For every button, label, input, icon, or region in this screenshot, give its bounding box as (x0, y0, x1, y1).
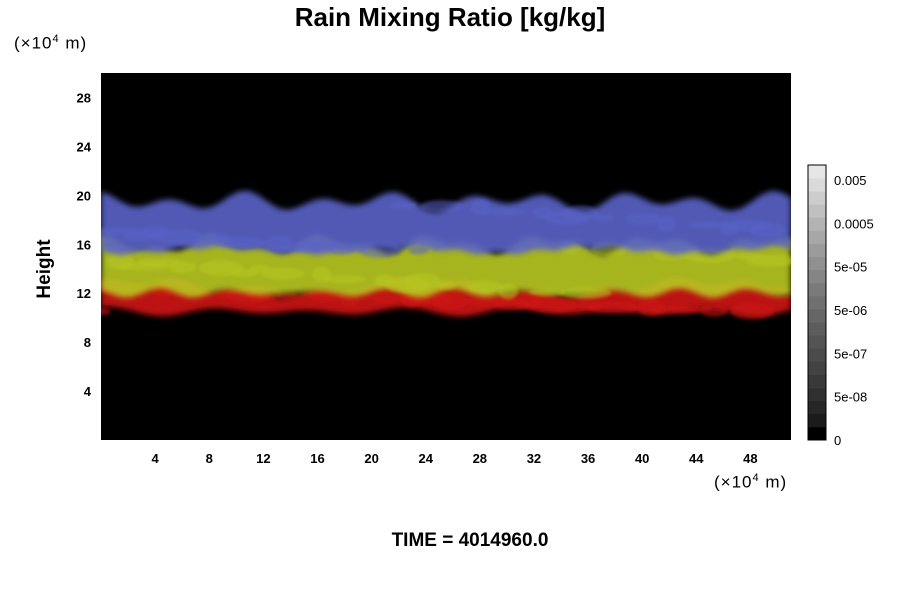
time-label: TIME = 4014960.0 (391, 530, 549, 551)
rain-layer-texture (117, 262, 170, 271)
colorbar-swatch (808, 295, 826, 310)
colorbar-swatch (808, 217, 826, 231)
rain-layer-texture (370, 294, 407, 303)
colorbar-swatch (808, 165, 826, 179)
rain-layer-texture (357, 241, 402, 258)
x-tick-label: 32 (527, 451, 541, 466)
x-tick-label: 28 (473, 451, 487, 466)
rain-layer-texture (230, 268, 259, 277)
colorbar-swatch (808, 361, 826, 375)
y-tick-label: 24 (77, 139, 92, 154)
x-tick-label: 24 (418, 451, 433, 466)
colorbar-swatch (808, 309, 826, 323)
y-tick-label: 8 (84, 335, 91, 350)
rain-layer-texture (327, 242, 356, 255)
colorbar-swatch (808, 269, 826, 284)
colorbar-swatch (808, 230, 826, 244)
colorbar-swatch (808, 400, 826, 415)
chart-title: Rain Mixing Ratio [kg/kg] (294, 2, 606, 32)
rain-layer-texture (481, 207, 526, 216)
rain-layer-texture (687, 220, 724, 229)
colorbar-tick-label: 5e-08 (834, 390, 867, 405)
colorbar-tick-label: 0.0005 (834, 216, 874, 231)
rain-layer-texture (718, 223, 739, 236)
y-tick-label: 20 (77, 188, 91, 203)
colorbar-swatch (808, 204, 826, 218)
rain-layer-texture (101, 307, 111, 316)
y-tick-label: 4 (84, 384, 92, 399)
rain-layer-texture (419, 200, 464, 213)
y-axis-unit: (×104 m) (14, 33, 88, 53)
colorbar-swatch (808, 178, 826, 192)
rain-layer-texture (408, 246, 429, 255)
rain-layer-texture (528, 288, 565, 297)
x-axis-unit: (×104 m) (714, 472, 788, 492)
y-tick-label: 12 (77, 286, 91, 301)
rain-layer-texture (524, 296, 577, 313)
rain-layer-texture (559, 286, 612, 299)
rain-layer-texture (745, 254, 791, 267)
rain-layer-texture (749, 222, 786, 239)
rain-layer-texture (498, 283, 519, 300)
x-tick-label: 8 (206, 451, 213, 466)
colorbar-tick-label: 5e-06 (834, 303, 867, 318)
rain-layer-texture (214, 236, 267, 249)
x-tick-label: 20 (364, 451, 378, 466)
rain-layer-texture (586, 301, 639, 314)
rain-layer-texture (389, 201, 418, 210)
colorbar-swatch (808, 282, 826, 297)
rain-layer-texture (152, 228, 205, 245)
rain-layer-texture (649, 306, 702, 315)
rain-layer-texture (323, 275, 368, 284)
colorbar-swatch (808, 335, 826, 349)
colorbar-tick-label: 0 (834, 433, 841, 448)
colorbar-swatch (808, 256, 826, 271)
x-tick-label: 12 (256, 451, 270, 466)
colorbar-swatch (808, 191, 826, 205)
x-tick-label: 40 (635, 451, 649, 466)
rain-layer-texture (436, 281, 456, 290)
rain-layer-texture (494, 298, 531, 311)
rain-layer-texture (121, 229, 158, 242)
colorbar-swatch (808, 413, 826, 428)
colorbar-swatch (808, 387, 826, 402)
x-tick-label: 4 (152, 451, 160, 466)
rain-layer-texture (625, 213, 662, 226)
rain-layer-texture (385, 276, 430, 293)
rain-layer-texture (261, 267, 306, 280)
rain-layer-texture (276, 244, 329, 253)
y-tick-label: 28 (77, 90, 91, 105)
rain-layer-texture (466, 280, 503, 293)
rain-layer-texture (594, 214, 615, 223)
rain-layer-texture (656, 215, 677, 232)
colorbar-swatch (808, 374, 826, 388)
x-tick-label: 16 (310, 451, 324, 466)
colorbar-tick-label: 0.005 (834, 173, 867, 188)
colorbar-frame (807, 164, 827, 441)
rain-layer-texture (699, 304, 728, 317)
colorbar-swatch (808, 348, 826, 362)
x-tick-label: 36 (581, 451, 595, 466)
colorbar-tick-label: 5e-07 (834, 346, 867, 361)
colorbar-tick-label: 5e-05 (834, 260, 867, 275)
rain-layer-texture (544, 209, 589, 226)
rain-layer-texture (432, 293, 469, 310)
rain-layer-texture (168, 261, 197, 274)
colorbar-swatch (808, 322, 826, 336)
colorbar-swatch (808, 243, 826, 257)
x-tick-label: 44 (689, 451, 704, 466)
rain-layer-texture (401, 295, 422, 308)
colorbar-swatch (808, 426, 826, 441)
rain-layer-texture (730, 303, 775, 320)
y-tick-label: 16 (77, 237, 91, 252)
x-tick-label: 48 (743, 451, 757, 466)
